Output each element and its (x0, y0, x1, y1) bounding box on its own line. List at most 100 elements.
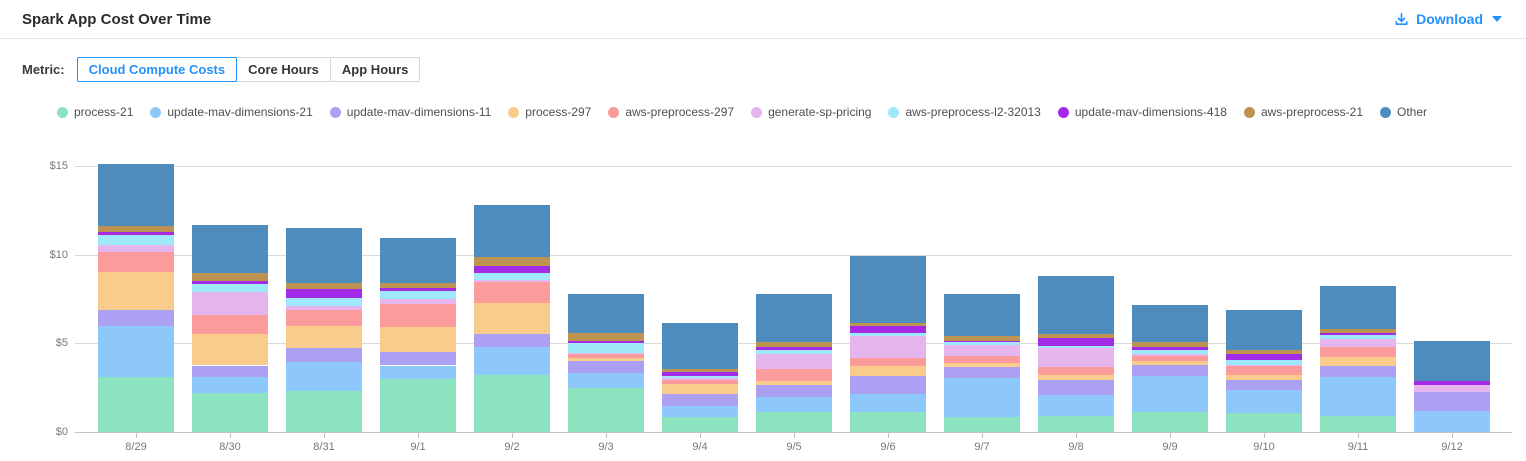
bar-segment-aws-preprocess-21[interactable] (286, 283, 362, 290)
bar-segment-aws-preprocess-l2-32013[interactable] (98, 235, 174, 245)
bar-segment-process-297[interactable] (850, 366, 926, 377)
bar-segment-update-mav-dimensions-11[interactable] (850, 376, 926, 394)
bar-segment-update-mav-dimensions-11[interactable] (662, 393, 738, 407)
bar-segment-process-21[interactable] (568, 387, 644, 432)
bar-segment-generate-sp-pricing[interactable] (1226, 364, 1302, 367)
bar-segment-process-21[interactable] (1320, 416, 1396, 432)
bar-segment-aws-preprocess-21[interactable] (474, 257, 550, 267)
bar-segment-process-297[interactable] (944, 362, 1020, 368)
bar-segment-update-mav-dimensions-11[interactable] (568, 361, 644, 374)
bar-segment-process-297[interactable] (474, 302, 550, 335)
metric-option-core-hours[interactable]: Core Hours (236, 57, 331, 82)
bar-segment-generate-sp-pricing[interactable] (944, 345, 1020, 356)
bar-segment-other[interactable] (1414, 341, 1490, 382)
bar-segment-other[interactable] (1132, 305, 1208, 343)
bar-segment-update-mav-dimensions-418[interactable] (568, 340, 644, 344)
bar-segment-update-mav-dimensions-11[interactable] (756, 385, 832, 398)
bar-segment-update-mav-dimensions-418[interactable] (1132, 346, 1208, 350)
bar-segment-process-21[interactable] (944, 416, 1020, 432)
bar-segment-update-mav-dimensions-21[interactable] (380, 365, 456, 379)
bar-segment-update-mav-dimensions-11[interactable] (286, 347, 362, 362)
bar-segment-process-21[interactable] (98, 377, 174, 432)
bar-segment-update-mav-dimensions-11[interactable] (192, 365, 268, 378)
bar-segment-aws-preprocess-l2-32013[interactable] (944, 342, 1020, 346)
bar-segment-other[interactable] (1038, 275, 1114, 335)
bar-segment-process-21[interactable] (1038, 416, 1114, 432)
bar-segment-aws-preprocess-l2-32013[interactable] (568, 343, 644, 354)
bar-segment-generate-sp-pricing[interactable] (286, 306, 362, 310)
bar-segment-process-21[interactable] (662, 416, 738, 432)
bar-segment-aws-preprocess-21[interactable] (1038, 334, 1114, 338)
bar-segment-aws-preprocess-l2-32013[interactable] (756, 349, 832, 354)
bar-segment-aws-preprocess-l2-32013[interactable] (850, 332, 926, 337)
bar-segment-process-21[interactable] (192, 392, 268, 432)
bar-segment-aws-preprocess-l2-32013[interactable] (1320, 335, 1396, 339)
bar-segment-aws-preprocess-21[interactable] (850, 322, 926, 327)
bar-segment-generate-sp-pricing[interactable] (1320, 338, 1396, 347)
bar-segment-update-mav-dimensions-21[interactable] (1132, 376, 1208, 413)
bar-segment-generate-sp-pricing[interactable] (1038, 347, 1114, 368)
bar-segment-aws-preprocess-l2-32013[interactable] (192, 283, 268, 292)
bar-segment-update-mav-dimensions-11[interactable] (1320, 366, 1396, 377)
legend-item-update-mav-dimensions-21[interactable]: update-mav-dimensions-21 (150, 105, 313, 119)
bar-segment-other[interactable] (286, 228, 362, 284)
bar-segment-aws-preprocess-297[interactable] (380, 304, 456, 328)
legend-item-update-mav-dimensions-11[interactable]: update-mav-dimensions-11 (329, 105, 491, 119)
legend-item-other[interactable]: Other (1380, 105, 1427, 119)
bar-segment-update-mav-dimensions-21[interactable] (568, 373, 644, 388)
bar-segment-update-mav-dimensions-418[interactable] (662, 371, 738, 377)
bar-segment-process-297[interactable] (568, 358, 644, 362)
bar-segment-aws-preprocess-l2-32013[interactable] (1132, 349, 1208, 354)
bar-segment-process-297[interactable] (192, 334, 268, 366)
bar-segment-aws-preprocess-297[interactable] (192, 314, 268, 335)
bar-segment-aws-preprocess-297[interactable] (850, 358, 926, 367)
bar-segment-aws-preprocess-297[interactable] (1038, 367, 1114, 376)
bar-segment-update-mav-dimensions-21[interactable] (286, 361, 362, 392)
bar-segment-aws-preprocess-297[interactable] (1132, 355, 1208, 362)
bar-segment-update-mav-dimensions-418[interactable] (380, 288, 456, 292)
bar-segment-update-mav-dimensions-418[interactable] (1226, 353, 1302, 361)
bar-segment-other[interactable] (1320, 285, 1396, 330)
bar-segment-other[interactable] (662, 322, 738, 370)
bar-segment-aws-preprocess-21[interactable] (1226, 350, 1302, 354)
bar-segment-aws-preprocess-21[interactable] (380, 283, 456, 289)
bar-segment-other[interactable] (1226, 309, 1302, 351)
bar-segment-update-mav-dimensions-21[interactable] (474, 346, 550, 376)
bar-segment-generate-sp-pricing[interactable] (1132, 353, 1208, 356)
bar-segment-aws-preprocess-297[interactable] (286, 309, 362, 326)
bar-segment-aws-preprocess-21[interactable] (1132, 342, 1208, 347)
bar-segment-process-21[interactable] (1132, 412, 1208, 432)
legend-item-process-21[interactable]: process-21 (57, 105, 133, 119)
download-button[interactable]: Download (1394, 11, 1502, 27)
bar-segment-aws-preprocess-297[interactable] (98, 252, 174, 273)
bar-segment-aws-preprocess-21[interactable] (98, 226, 174, 232)
bar-segment-update-mav-dimensions-21[interactable] (1226, 390, 1302, 414)
bar-segment-process-21[interactable] (756, 412, 832, 432)
bar-segment-update-mav-dimensions-418[interactable] (286, 289, 362, 299)
bar-segment-aws-preprocess-297[interactable] (944, 355, 1020, 363)
bar-segment-update-mav-dimensions-11[interactable] (380, 352, 456, 366)
bar-segment-aws-preprocess-l2-32013[interactable] (1226, 360, 1302, 365)
bar-segment-aws-preprocess-21[interactable] (756, 342, 832, 347)
bar-segment-update-mav-dimensions-418[interactable] (1038, 338, 1114, 346)
bar-segment-update-mav-dimensions-21[interactable] (850, 393, 926, 413)
bar-segment-process-297[interactable] (756, 380, 832, 385)
bar-segment-other[interactable] (944, 293, 1020, 337)
bar-segment-aws-preprocess-297[interactable] (568, 353, 644, 359)
bar-segment-update-mav-dimensions-11[interactable] (944, 367, 1020, 378)
bar-segment-update-mav-dimensions-11[interactable] (1414, 392, 1490, 411)
bar-segment-process-21[interactable] (380, 378, 456, 432)
bar-segment-generate-sp-pricing[interactable] (98, 244, 174, 252)
bar-segment-aws-preprocess-21[interactable] (192, 273, 268, 282)
bar-segment-other[interactable] (850, 255, 926, 323)
bar-segment-other[interactable] (192, 225, 268, 274)
bar-segment-generate-sp-pricing[interactable] (756, 353, 832, 370)
bar-segment-generate-sp-pricing[interactable] (192, 291, 268, 315)
bar-segment-update-mav-dimensions-11[interactable] (98, 309, 174, 327)
bar-segment-other[interactable] (474, 205, 550, 258)
bar-segment-update-mav-dimensions-11[interactable] (1132, 364, 1208, 377)
bar-segment-aws-preprocess-l2-32013[interactable] (474, 273, 550, 281)
bar-segment-other[interactable] (568, 293, 644, 333)
bar-segment-update-mav-dimensions-21[interactable] (192, 377, 268, 393)
bar-segment-aws-preprocess-21[interactable] (944, 336, 1020, 341)
